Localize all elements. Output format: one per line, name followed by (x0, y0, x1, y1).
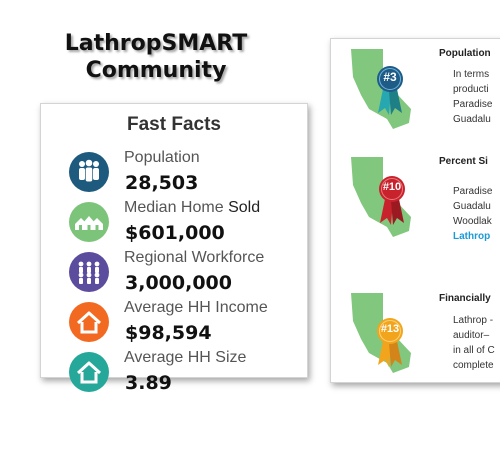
rank-title: Population (439, 48, 491, 59)
rank-badge-label: #13 (380, 323, 400, 335)
rank-text-line-highlight: Lathrop (453, 231, 491, 242)
fact-average-hh-income: Average HH Income $98,594 (41, 299, 307, 352)
rank-text-line: Paradise (453, 186, 493, 197)
rank-text-line: in all of C (453, 345, 495, 356)
rank-title: Percent Si (439, 156, 488, 167)
fact-value: $98,594 (125, 322, 212, 344)
fact-median-home: Median Home Sold $601,000 (41, 199, 307, 252)
page-title-line2: Community (85, 58, 227, 83)
fact-average-hh-size: Average HH Size 3.89 (41, 349, 307, 402)
page-title-line1: LathropSMART (64, 31, 248, 56)
rankings-card: #3 Population In terms producti Paradise… (330, 38, 500, 383)
rank-text-line: Guadalu (453, 201, 491, 212)
people-icon (69, 152, 109, 192)
fact-value: $601,000 (125, 222, 225, 244)
rank-badge-icon (377, 318, 403, 367)
fast-facts-heading: Fast Facts (127, 114, 221, 135)
rank-text-line: complete (453, 360, 494, 371)
page-title: LathropSMART Community (52, 30, 260, 84)
fact-label-main: Median Home (124, 199, 224, 216)
fact-label: Average HH Size (124, 349, 247, 366)
house-income-icon (69, 302, 109, 342)
fact-value: 3,000,000 (125, 272, 232, 294)
rank-text-line: Lathrop - (453, 315, 494, 326)
fact-regional-workforce: Regional Workforce 3,000,000 (41, 249, 307, 302)
rank-text-line: In terms (453, 69, 490, 80)
house-size-icon (69, 352, 109, 392)
rank-text-line: auditor– (453, 330, 490, 341)
fact-value: 28,503 (125, 172, 199, 194)
rank-text-line: Guadalu (453, 114, 491, 125)
rank-badge-label: #10 (382, 181, 402, 193)
workforce-icon (69, 252, 109, 292)
fact-value: 3.89 (125, 372, 172, 394)
fact-label: Population (124, 149, 200, 166)
fact-population: Population 28,503 (41, 149, 307, 202)
rank-text-line: Paradise (453, 99, 493, 110)
rank-text-line: Woodlak (453, 216, 492, 227)
fact-label-extra: Sold (228, 199, 261, 216)
fact-label: Regional Workforce (124, 249, 265, 266)
houses-icon (69, 202, 109, 242)
rank-badge-icon (377, 66, 403, 115)
california-map-icon (351, 49, 411, 129)
rank-title: Financially (439, 293, 491, 304)
rank-badge-label: #3 (383, 70, 397, 84)
fact-label: Median Home Sold (124, 199, 260, 217)
rank-text-line: producti (453, 84, 489, 95)
fact-label: Average HH Income (124, 299, 268, 316)
rank-badge-icon (379, 176, 405, 225)
fast-facts-card: Fast Facts Population 28,503 (40, 103, 308, 394)
